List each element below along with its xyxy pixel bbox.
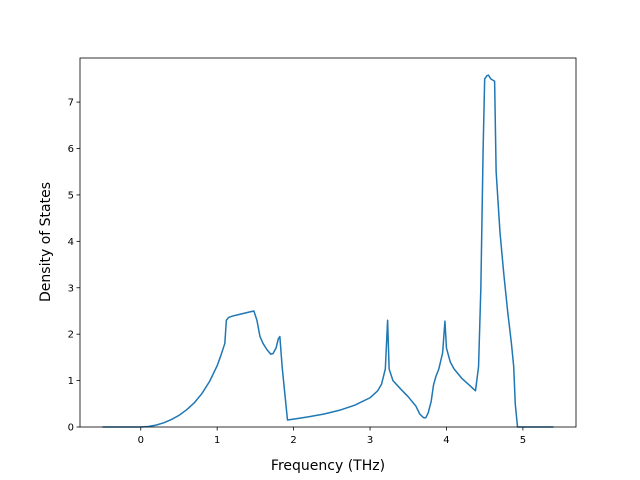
y-tick-label: 1 <box>68 376 74 387</box>
y-axis-label: Density of States <box>38 182 54 302</box>
x-axis-label: Frequency (THz) <box>271 458 385 474</box>
y-tick-label: 4 <box>68 237 74 248</box>
y-tick-label: 5 <box>68 190 74 201</box>
x-tick-label: 4 <box>443 435 449 446</box>
plot-frame <box>79 57 577 428</box>
x-tick-label: 2 <box>290 435 296 446</box>
x-tick-label: 5 <box>520 435 526 446</box>
y-tick-label: 7 <box>68 98 74 109</box>
y-tick-label: 0 <box>68 423 74 434</box>
x-tick-label: 1 <box>214 435 220 446</box>
x-tick-label: 3 <box>367 435 373 446</box>
line-series <box>102 74 554 428</box>
x-tick-label: 0 <box>138 435 144 446</box>
y-tick-label: 2 <box>68 330 74 341</box>
y-tick-label: 3 <box>68 283 74 294</box>
y-tick-label: 6 <box>68 144 74 155</box>
